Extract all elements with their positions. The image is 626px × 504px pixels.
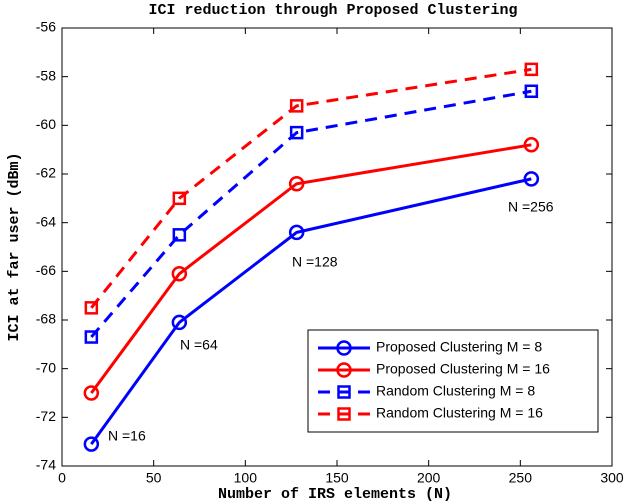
series-line [90, 177, 532, 445]
x-tick-label: 300 [600, 470, 624, 486]
y-tick-label: -64 [36, 213, 56, 229]
marker [289, 99, 304, 113]
marker [524, 62, 539, 77]
x-tick-label: 150 [325, 470, 349, 486]
marker [172, 228, 187, 242]
marker [172, 191, 187, 206]
chart-title: ICI reduction through Proposed Clusterin… [148, 2, 517, 19]
legend-label: Random Clustering M = 8 [376, 383, 535, 399]
annotation: N =64 [180, 337, 218, 353]
marker [84, 330, 99, 344]
y-tick-label: -70 [36, 359, 56, 375]
legend-label: Random Clustering M = 16 [376, 405, 543, 421]
y-tick-label: -72 [36, 408, 56, 424]
series-line [90, 143, 532, 394]
y-tick-label: -58 [36, 67, 56, 83]
marker [524, 84, 539, 99]
marker [523, 137, 540, 153]
marker [171, 314, 188, 331]
marker [288, 175, 305, 192]
legend-label: Proposed Clustering M = 16 [376, 361, 550, 377]
legend-label: Proposed Clustering M = 8 [376, 339, 542, 355]
y-axis-label: ICI at far user (dBm) [6, 152, 23, 341]
marker [84, 301, 99, 315]
marker [336, 340, 352, 356]
y-tick-label: -68 [36, 311, 56, 327]
y-tick-label: -66 [36, 262, 56, 278]
series-line [90, 67, 532, 309]
marker [171, 266, 188, 282]
x-tick-label: 100 [234, 470, 258, 486]
annotation: N =16 [108, 428, 146, 444]
x-axis-label: Number of IRS elements (N) [218, 486, 452, 503]
marker [83, 436, 100, 452]
marker [336, 362, 352, 378]
series-line [90, 89, 532, 339]
marker [337, 385, 351, 399]
marker [83, 385, 100, 401]
x-tick-label: 200 [417, 470, 441, 486]
marker [289, 125, 304, 140]
annotation: N =256 [508, 199, 554, 215]
x-tick-label: 0 [58, 470, 66, 486]
marker [288, 224, 305, 241]
annotation: N =128 [292, 254, 338, 270]
x-tick-label: 50 [146, 470, 162, 486]
y-tick-label: -60 [36, 116, 56, 132]
legend: Proposed Clustering M = 8 Proposed Cluste… [307, 329, 599, 433]
marker [523, 171, 540, 187]
y-tick-label: -62 [36, 165, 56, 181]
marker [337, 407, 351, 421]
x-tick-label: 250 [509, 470, 533, 486]
y-tick-label: -56 [36, 19, 56, 35]
y-tick-label: -74 [36, 457, 56, 473]
